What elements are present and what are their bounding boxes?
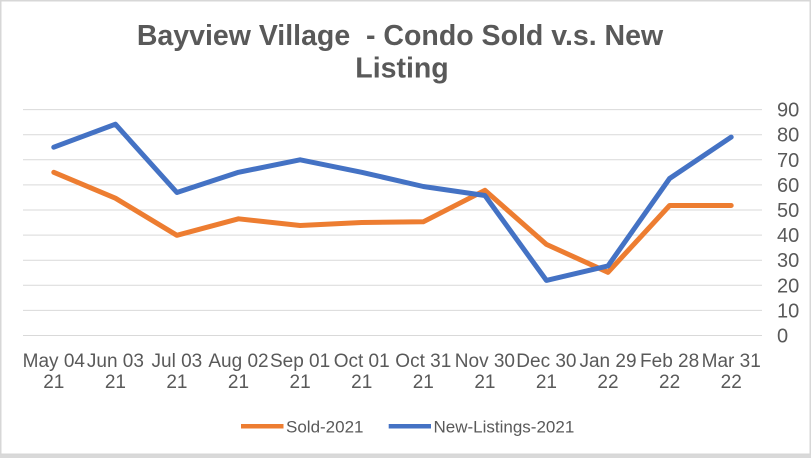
svg-text:Oct 31: Oct 31: [395, 351, 451, 372]
svg-text:20: 20: [777, 275, 799, 297]
svg-text:22: 22: [597, 372, 618, 393]
svg-text:New-Listings-2021: New-Listings-2021: [434, 418, 575, 437]
svg-text:Bayview Village - Condo Sold: Bayview Village - Condo Sold v.s. New: [137, 20, 664, 52]
svg-text:Jul 03: Jul 03: [152, 351, 203, 372]
svg-text:22: 22: [721, 372, 742, 393]
svg-text:21: 21: [43, 372, 64, 393]
svg-text:21: 21: [166, 372, 187, 393]
svg-text:30: 30: [777, 250, 799, 272]
svg-text:May 04: May 04: [23, 351, 86, 372]
svg-text:Aug 02: Aug 02: [208, 351, 268, 372]
svg-text:21: 21: [290, 372, 311, 393]
svg-text:21: 21: [228, 372, 249, 393]
svg-text:21: 21: [413, 372, 434, 393]
svg-text:Sold-2021: Sold-2021: [286, 418, 364, 437]
svg-text:Oct 01: Oct 01: [334, 351, 390, 372]
svg-text:Mar 31: Mar 31: [702, 351, 761, 372]
svg-text:21: 21: [536, 372, 557, 393]
svg-text:22: 22: [659, 372, 680, 393]
svg-text:40: 40: [777, 225, 799, 247]
svg-text:10: 10: [777, 300, 799, 322]
svg-text:21: 21: [474, 372, 495, 393]
svg-text:Jan 29: Jan 29: [579, 351, 636, 372]
svg-text:60: 60: [777, 175, 799, 197]
svg-text:Feb 28: Feb 28: [640, 351, 699, 372]
svg-text:50: 50: [777, 200, 799, 222]
svg-text:Nov 30: Nov 30: [455, 351, 515, 372]
svg-text:Dec 30: Dec 30: [516, 351, 576, 372]
svg-text:Sep 01: Sep 01: [270, 351, 330, 372]
svg-text:21: 21: [351, 372, 372, 393]
svg-text:90: 90: [777, 100, 799, 122]
svg-text:Listing: Listing: [355, 53, 448, 85]
svg-text:Jun 03: Jun 03: [87, 351, 144, 372]
svg-text:70: 70: [777, 150, 799, 172]
svg-text:0: 0: [777, 326, 788, 348]
svg-text:80: 80: [777, 125, 799, 147]
svg-text:21: 21: [105, 372, 126, 393]
